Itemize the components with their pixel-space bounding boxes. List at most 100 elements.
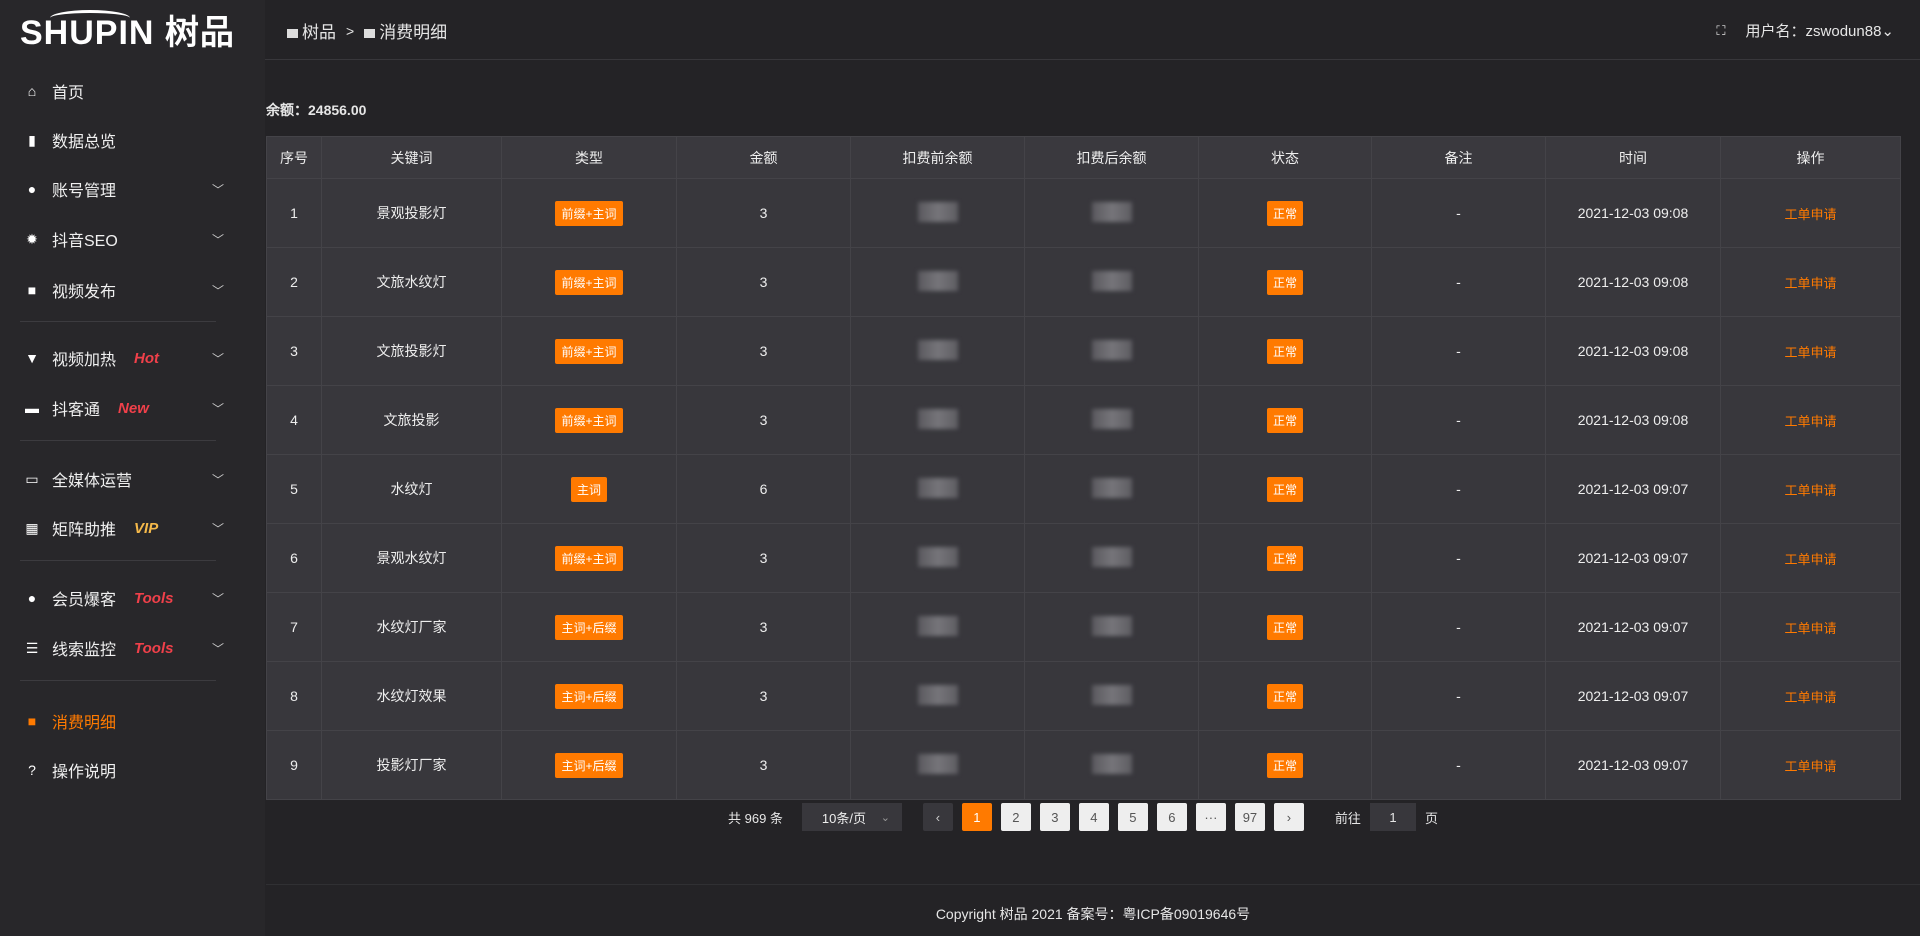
goto-page-input[interactable]: 1 — [1369, 803, 1416, 831]
table-row: 2 文旅水纹灯 前缀+主词 3 正常 - 2021-12-03 09:08 工单… — [266, 247, 1901, 317]
type-badge: 前缀+主词 — [555, 269, 623, 295]
sidebar-item[interactable]: ● 账号管理 ﹀ — [24, 174, 224, 204]
table-row: 8 水纹灯效果 主词+后缀 3 正常 - 2021-12-03 09:07 工单… — [266, 661, 1901, 731]
sidebar-item[interactable]: ▮ 数据总览 — [24, 125, 224, 155]
user-icon: ● — [27, 181, 37, 197]
redacted-balance-before — [917, 477, 958, 498]
sidebar-item[interactable]: ⌂ 首页 — [24, 76, 224, 106]
next-page-button[interactable]: › — [1273, 803, 1304, 831]
sidebar-item-label: 视频发布 — [52, 284, 117, 301]
type-badge: 主词+后缀 — [555, 683, 623, 709]
logo[interactable]: SHUPIN 树品 — [20, 10, 235, 54]
ticket-request-link[interactable]: 工单申请 — [1784, 344, 1837, 360]
table-row: 3 文旅投影灯 前缀+主词 3 正常 - 2021-12-03 09:08 工单… — [266, 316, 1901, 386]
breadcrumb-root[interactable]: 树品 — [287, 18, 336, 43]
sidebar-item-tag: New — [118, 399, 149, 417]
cell-index: 6 — [266, 523, 322, 593]
sidebar-item[interactable]: ● 会员爆客 Tools ﹀ — [24, 583, 224, 613]
cell-time: 2021-12-03 09:08 — [1545, 247, 1721, 317]
redacted-balance-before — [917, 339, 958, 360]
ticket-request-link[interactable]: 工单申请 — [1784, 275, 1837, 291]
sidebar-item[interactable]: ▬ 抖客通 New ﹀ — [24, 393, 224, 423]
sidebar-item-label: 抖客通 — [52, 402, 101, 419]
column-header: 操作 — [1720, 136, 1901, 179]
table-row: 9 投影灯厂家 主词+后缀 3 正常 - 2021-12-03 09:07 工单… — [266, 730, 1901, 800]
goto-label: 前往 — [1334, 810, 1361, 826]
table-row: 4 文旅投影 前缀+主词 3 正常 - 2021-12-03 09:08 工单申… — [266, 385, 1901, 455]
ticket-request-link[interactable]: 工单申请 — [1784, 482, 1837, 498]
redacted-balance-after — [1091, 477, 1132, 498]
goto-suffix: 页 — [1424, 810, 1438, 826]
chevron-down-icon: ﹀ — [211, 401, 224, 416]
cell-remark: - — [1371, 730, 1546, 800]
cell-time: 2021-12-03 09:08 — [1545, 178, 1721, 248]
prev-page-button[interactable]: ‹ — [922, 803, 953, 831]
page-button[interactable]: 4 — [1078, 803, 1109, 831]
sidebar-item[interactable]: ▼ 视频加热 Hot ﹀ — [24, 343, 224, 373]
ticket-request-link[interactable]: 工单申请 — [1784, 206, 1837, 222]
cell-keyword: 文旅投影灯 — [321, 316, 502, 386]
chevron-down-icon: ﹀ — [211, 641, 224, 656]
ticket-request-link[interactable]: 工单申请 — [1784, 620, 1837, 636]
balance: 余额：24856.00 — [266, 102, 367, 118]
ticket-request-link[interactable]: 工单申请 — [1784, 689, 1837, 705]
table-row: 7 水纹灯厂家 主词+后缀 3 正常 - 2021-12-03 09:07 工单… — [266, 592, 1901, 662]
ticket-request-link[interactable]: 工单申请 — [1784, 413, 1837, 429]
chevron-down-icon: ﹀ — [211, 232, 224, 247]
sidebar-item-label: 矩阵助推 — [52, 522, 117, 539]
ticket-request-link[interactable]: 工单申请 — [1784, 551, 1837, 567]
breadcrumb-current: 消费明细 — [364, 18, 447, 43]
sidebar-divider — [20, 560, 216, 561]
sidebar-item[interactable]: ✹ 抖音SEO ﹀ — [24, 224, 224, 254]
page-button[interactable]: 2 — [1000, 803, 1031, 831]
sidebar-item[interactable]: ■ 消费明细 — [24, 706, 224, 736]
sidebar-item-label: 消费明细 — [52, 715, 117, 732]
sidebar-item[interactable]: ▭ 全媒体运营 ﹀ — [24, 464, 224, 494]
redacted-balance-before — [917, 684, 958, 705]
sidebar-item[interactable]: ☰ 线索监控 Tools ﹀ — [24, 633, 224, 663]
cell-keyword: 文旅水纹灯 — [321, 247, 502, 317]
page-button[interactable]: 5 — [1117, 803, 1148, 831]
type-badge: 主词+后缀 — [555, 752, 623, 778]
ticket-request-link[interactable]: 工单申请 — [1784, 758, 1837, 774]
sidebar-item[interactable]: ? 操作说明 — [24, 755, 224, 785]
cell-index: 5 — [266, 454, 322, 524]
sidebar-item-label: 首页 — [52, 85, 85, 102]
user-menu[interactable]: 用户名：zswodun88⌄ — [1745, 23, 1894, 40]
breadcrumb: 树品 > 消费明细 — [287, 18, 447, 43]
page-button[interactable]: 97 — [1234, 803, 1265, 831]
status-badge: 正常 — [1266, 407, 1303, 433]
chevron-down-icon: ⌄ — [880, 811, 890, 824]
status-badge: 正常 — [1266, 269, 1303, 295]
cell-index: 3 — [266, 316, 322, 386]
fullscreen-icon[interactable]: ⛶ — [1716, 22, 1726, 38]
cell-keyword: 水纹灯效果 — [321, 661, 502, 731]
sidebar-divider — [20, 680, 216, 681]
cell-time: 2021-12-03 09:07 — [1545, 730, 1721, 800]
cell-keyword: 景观投影灯 — [321, 178, 502, 248]
redacted-balance-before — [917, 615, 958, 636]
sidebar-item-label: 视频加热 — [52, 352, 117, 369]
page-button[interactable]: ··· — [1195, 803, 1226, 831]
cell-remark: - — [1371, 661, 1546, 731]
chevron-down-icon: ﹀ — [211, 591, 224, 606]
sidebar-item-tag: Hot — [134, 349, 160, 367]
breadcrumb-separator: > — [346, 22, 355, 39]
chevron-down-icon: ﹀ — [211, 351, 224, 366]
sidebar-item[interactable]: ▦ 矩阵助推 VIP ﹀ — [24, 513, 224, 543]
cell-remark: - — [1371, 592, 1546, 662]
sidebar-item-label: 数据总览 — [52, 134, 117, 151]
status-badge: 正常 — [1266, 683, 1303, 709]
cell-amount: 3 — [676, 523, 851, 593]
sidebar-item[interactable]: ■ 视频发布 ﹀ — [24, 275, 224, 305]
redacted-balance-after — [1091, 615, 1132, 636]
status-badge: 正常 — [1266, 545, 1303, 571]
help-icon: ? — [28, 762, 36, 778]
cell-amount: 3 — [676, 247, 851, 317]
chat-icon: ▬ — [25, 400, 39, 416]
page-button[interactable]: 1 — [961, 803, 992, 831]
page-button[interactable]: 3 — [1039, 803, 1070, 831]
page-button[interactable]: 6 — [1156, 803, 1187, 831]
page-size-select[interactable]: 10条/页 ⌄ — [801, 803, 902, 831]
chevron-down-icon: ﹀ — [211, 283, 224, 298]
